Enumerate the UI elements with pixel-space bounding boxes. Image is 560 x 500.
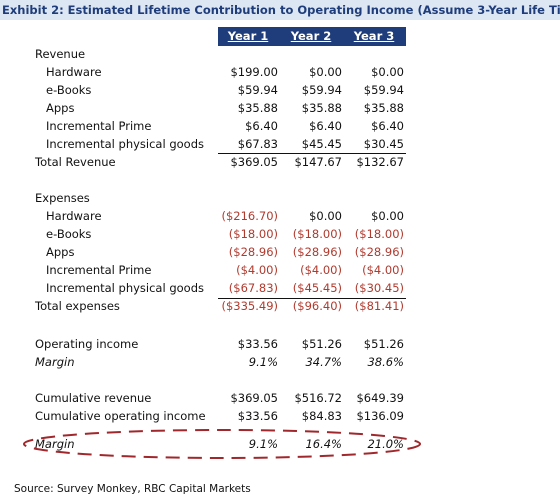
cell-value: $51.26 [363,337,404,351]
row-label: e-Books [46,227,92,241]
cell-value: $45.45 [301,137,342,151]
row-label: Cumulative operating income [35,409,206,423]
cell-value: $132.67 [356,155,404,169]
column-header: Year 2 [290,29,332,43]
cell-value: ($28.96) [292,245,342,259]
cell-value: ($18.00) [292,227,342,241]
row-label: Cumulative revenue [35,391,152,405]
source: Source: Survey Monkey, RBC Capital Marke… [14,483,251,495]
cell-value: 16.4% [305,437,342,451]
cell-value: ($216.70) [221,209,278,223]
cell-value: ($18.00) [354,227,404,241]
cell-value: 9.1% [248,355,278,369]
cell-value: $136.09 [356,409,404,423]
row-label: Operating income [35,337,139,351]
cell-value: $6.40 [371,119,404,133]
cell-value: 9.1% [248,437,278,451]
cell-value: $35.88 [301,101,342,115]
cell-value: $33.56 [237,409,278,423]
total-rule [218,153,406,154]
cell-value: ($30.45) [354,281,404,295]
column-header: Year 1 [227,29,269,43]
column-header: Year 3 [353,29,395,43]
row-label: Total expenses [35,299,120,313]
cell-value: ($28.96) [354,245,404,259]
cell-value: $51.26 [301,337,342,351]
cell-value: ($4.00) [236,263,278,277]
row-label: Incremental physical goods [46,137,204,151]
cell-value: $35.88 [237,101,278,115]
cell-value: ($81.41) [354,299,404,313]
cell-value: $67.83 [237,137,278,151]
row-label: Total Revenue [35,155,116,169]
cell-value: $6.40 [245,119,278,133]
cell-value: ($335.49) [221,299,278,313]
row-label: Margin [35,355,75,369]
row-label: e-Books [46,83,92,97]
cell-value: $649.39 [356,391,404,405]
cell-value: $30.45 [363,137,404,151]
cell-value: $6.40 [309,119,342,133]
row-label: Apps [46,245,75,259]
cell-value: ($18.00) [228,227,278,241]
row-label: Hardware [46,209,102,223]
cell-value: $0.00 [371,209,404,223]
cell-value: $369.05 [230,391,278,405]
cell-value: $516.72 [294,391,342,405]
cell-value: $59.94 [237,83,278,97]
cell-value: $35.88 [363,101,404,115]
cell-value: $84.83 [301,409,342,423]
cell-value: $0.00 [309,65,342,79]
cell-value: ($4.00) [362,263,404,277]
dashed-ellipse [23,429,421,459]
cell-value: ($67.83) [228,281,278,295]
row-label: Incremental physical goods [46,281,204,295]
cell-value: 21.0% [367,437,404,451]
section-heading: Expenses [35,191,90,205]
total-rule [218,298,406,299]
cell-value: $59.94 [363,83,404,97]
row-label: Margin [35,437,75,451]
row-label: Hardware [46,65,102,79]
cell-value: $147.67 [294,155,342,169]
cell-value: ($45.45) [292,281,342,295]
cell-value: $369.05 [230,155,278,169]
section-heading: Revenue [35,47,86,61]
cell-value: ($4.00) [300,263,342,277]
cell-value: 38.6% [367,355,404,369]
cell-value: ($28.96) [228,245,278,259]
header-bar [218,27,406,46]
cell-value: $59.94 [301,83,342,97]
row-label: Incremental Prime [46,263,152,277]
cell-value: $199.00 [230,65,278,79]
cell-value: $0.00 [309,209,342,223]
cell-value: $0.00 [371,65,404,79]
title: Exhibit 2: Estimated Lifetime Contributi… [0,0,560,20]
row-label: Incremental Prime [46,119,152,133]
row-label: Apps [46,101,75,115]
cell-value: 34.7% [305,355,342,369]
cell-value: ($96.40) [292,299,342,313]
cell-value: $33.56 [237,337,278,351]
